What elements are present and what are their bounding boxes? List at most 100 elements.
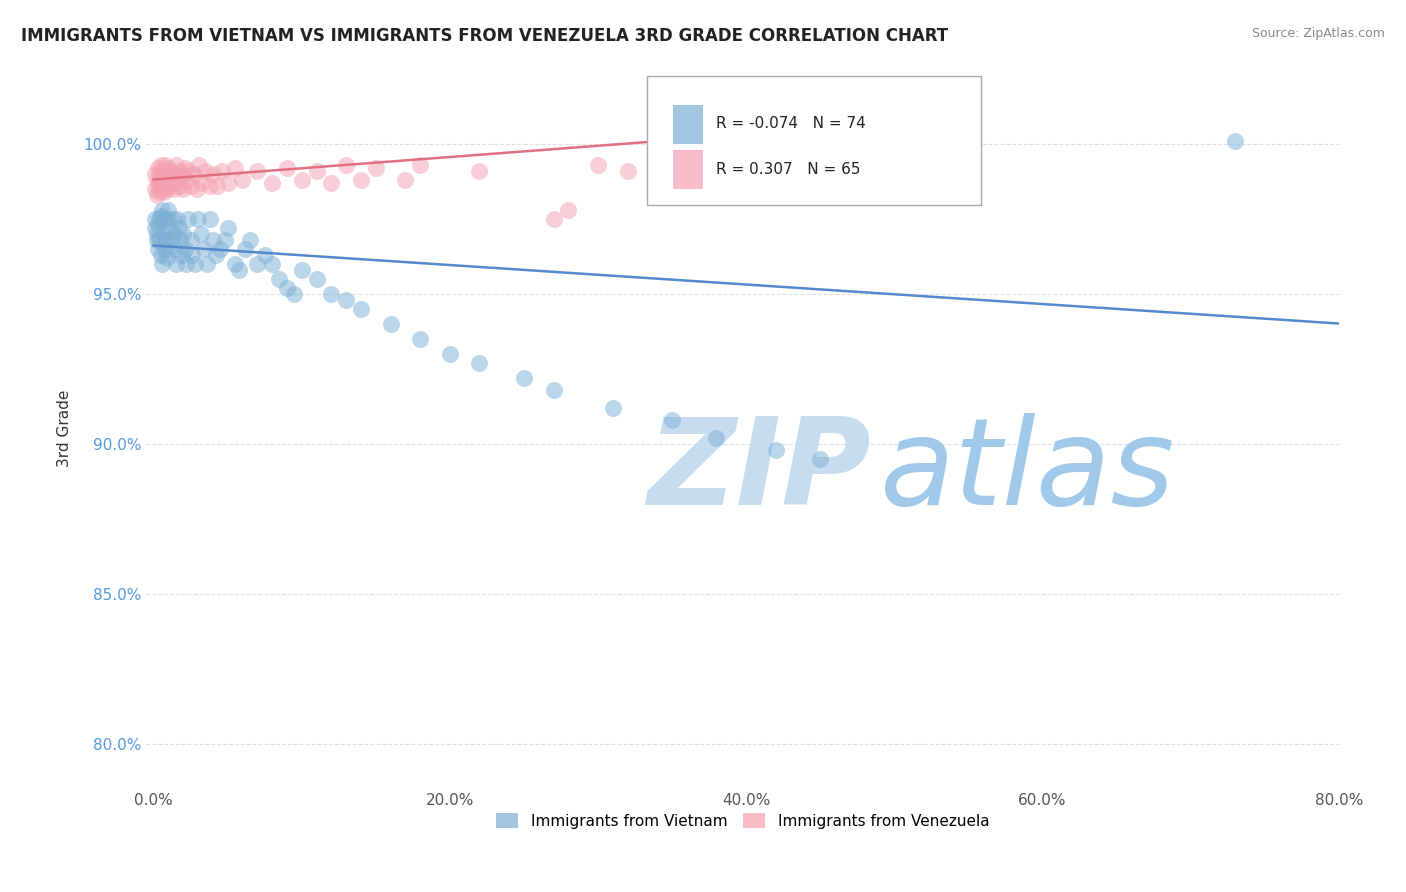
Point — [276, 161, 298, 175]
Point — [193, 242, 215, 256]
Point — [156, 251, 179, 265]
Point — [145, 233, 167, 247]
Text: Source: ZipAtlas.com: Source: ZipAtlas.com — [1251, 27, 1385, 40]
Point — [170, 247, 193, 261]
Point — [152, 181, 174, 195]
Point — [239, 233, 262, 247]
Point — [148, 211, 170, 226]
Point — [201, 233, 224, 247]
Point — [157, 202, 180, 217]
Y-axis label: 3rd Grade: 3rd Grade — [58, 390, 72, 467]
Point — [180, 178, 202, 193]
Point — [661, 412, 683, 426]
Point — [283, 286, 305, 301]
Text: IMMIGRANTS FROM VIETNAM VS IMMIGRANTS FROM VENEZUELA 3RD GRADE CORRELATION CHART: IMMIGRANTS FROM VIETNAM VS IMMIGRANTS FR… — [21, 27, 948, 45]
Text: atlas: atlas — [880, 413, 1175, 530]
Point — [173, 242, 195, 256]
Point — [269, 271, 291, 285]
Point — [214, 233, 236, 247]
Point — [169, 178, 191, 193]
Point — [198, 211, 221, 226]
Point — [207, 178, 229, 193]
Point — [198, 178, 221, 193]
Point — [201, 167, 224, 181]
Point — [291, 262, 314, 277]
Point — [224, 161, 246, 175]
Point — [186, 181, 208, 195]
Point — [143, 211, 166, 226]
Point — [217, 176, 239, 190]
Point — [253, 247, 276, 261]
Point — [153, 211, 176, 226]
Point — [586, 157, 609, 171]
Point — [194, 163, 217, 178]
Point — [165, 157, 187, 171]
Point — [146, 218, 169, 232]
Point — [190, 227, 212, 241]
Point — [350, 301, 373, 316]
Point — [167, 163, 190, 178]
Point — [195, 256, 218, 270]
Point — [468, 355, 491, 369]
Point — [209, 242, 232, 256]
Point — [152, 163, 174, 178]
Point — [181, 247, 204, 261]
Point — [661, 157, 683, 171]
Point — [145, 187, 167, 202]
Bar — [673, 150, 703, 189]
Point — [152, 256, 174, 270]
Point — [808, 451, 831, 466]
Point — [163, 227, 186, 241]
Point — [157, 161, 180, 175]
Point — [409, 332, 432, 346]
Point — [155, 233, 177, 247]
Point — [143, 220, 166, 235]
Point — [157, 176, 180, 190]
Point — [156, 211, 179, 226]
Point — [706, 430, 728, 444]
Point — [163, 181, 186, 195]
Point — [155, 178, 177, 193]
Point — [148, 185, 170, 199]
Point — [155, 242, 177, 256]
Point — [335, 293, 357, 307]
Point — [149, 176, 172, 190]
Legend: Immigrants from Vietnam, Immigrants from Venezuela: Immigrants from Vietnam, Immigrants from… — [489, 806, 995, 835]
Point — [468, 163, 491, 178]
Point — [735, 157, 758, 171]
Point — [157, 242, 180, 256]
Point — [156, 167, 179, 181]
Point — [262, 176, 284, 190]
Text: ZIP: ZIP — [647, 413, 870, 530]
Point — [162, 211, 184, 226]
FancyBboxPatch shape — [647, 76, 981, 205]
Bar — [673, 104, 703, 145]
Point — [153, 227, 176, 241]
Point — [160, 178, 183, 193]
Point — [153, 185, 176, 199]
Point — [165, 242, 187, 256]
Point — [165, 256, 187, 270]
Text: R = -0.074   N = 74: R = -0.074 N = 74 — [716, 116, 866, 131]
Point — [706, 163, 728, 178]
Point — [148, 167, 170, 181]
Point — [153, 167, 176, 181]
Point — [224, 256, 246, 270]
Point — [188, 157, 211, 171]
Point — [176, 211, 198, 226]
Point — [170, 167, 193, 181]
Point — [187, 211, 209, 226]
Point — [409, 157, 432, 171]
Point — [557, 202, 579, 217]
Point — [765, 442, 787, 457]
Point — [156, 181, 179, 195]
Point — [155, 157, 177, 171]
Point — [143, 167, 166, 181]
Point — [149, 157, 172, 171]
Point — [180, 233, 202, 247]
Point — [262, 256, 284, 270]
Point — [166, 172, 188, 186]
Point — [146, 161, 169, 175]
Point — [173, 161, 195, 175]
Point — [159, 163, 181, 178]
